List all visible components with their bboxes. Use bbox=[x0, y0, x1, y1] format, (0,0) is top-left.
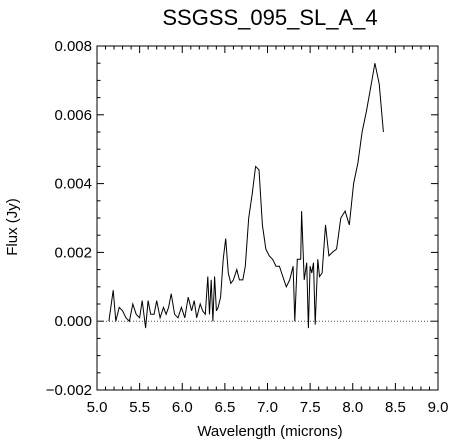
y-tick-label: 0.008 bbox=[54, 38, 92, 55]
plot-frame bbox=[96, 45, 439, 391]
x-tick-label: 8.0 bbox=[342, 399, 363, 416]
x-tick-label: 7.5 bbox=[300, 399, 321, 416]
flux-series-line bbox=[108, 63, 384, 329]
x-tick-label: 6.0 bbox=[172, 399, 193, 416]
x-tick-label: 8.5 bbox=[385, 399, 406, 416]
y-axis-label: Flux (Jy) bbox=[4, 198, 21, 256]
x-tick-label: 5.0 bbox=[87, 399, 108, 416]
x-axis-label: Wavelength (microns) bbox=[197, 423, 342, 440]
x-tick-label: 5.5 bbox=[129, 399, 150, 416]
chart-title: SSGSS_095_SL_A_4 bbox=[162, 5, 377, 30]
y-tick-label: 0.000 bbox=[54, 313, 92, 330]
y-tick-label: −0.002 bbox=[46, 382, 92, 399]
x-tick-label: 7.0 bbox=[257, 399, 278, 416]
y-tick-label: 0.006 bbox=[54, 107, 92, 124]
y-tick-label: 0.002 bbox=[54, 244, 92, 261]
x-tick-label: 6.5 bbox=[214, 399, 235, 416]
x-tick-label: 9.0 bbox=[428, 399, 449, 416]
y-tick-label: 0.004 bbox=[54, 176, 92, 193]
tick-layer: 5.0 5.5 6.0 6.5 7.0 7.5 8.0 8.5 9.0 −0.002 0.000 0.… bbox=[46, 38, 449, 416]
